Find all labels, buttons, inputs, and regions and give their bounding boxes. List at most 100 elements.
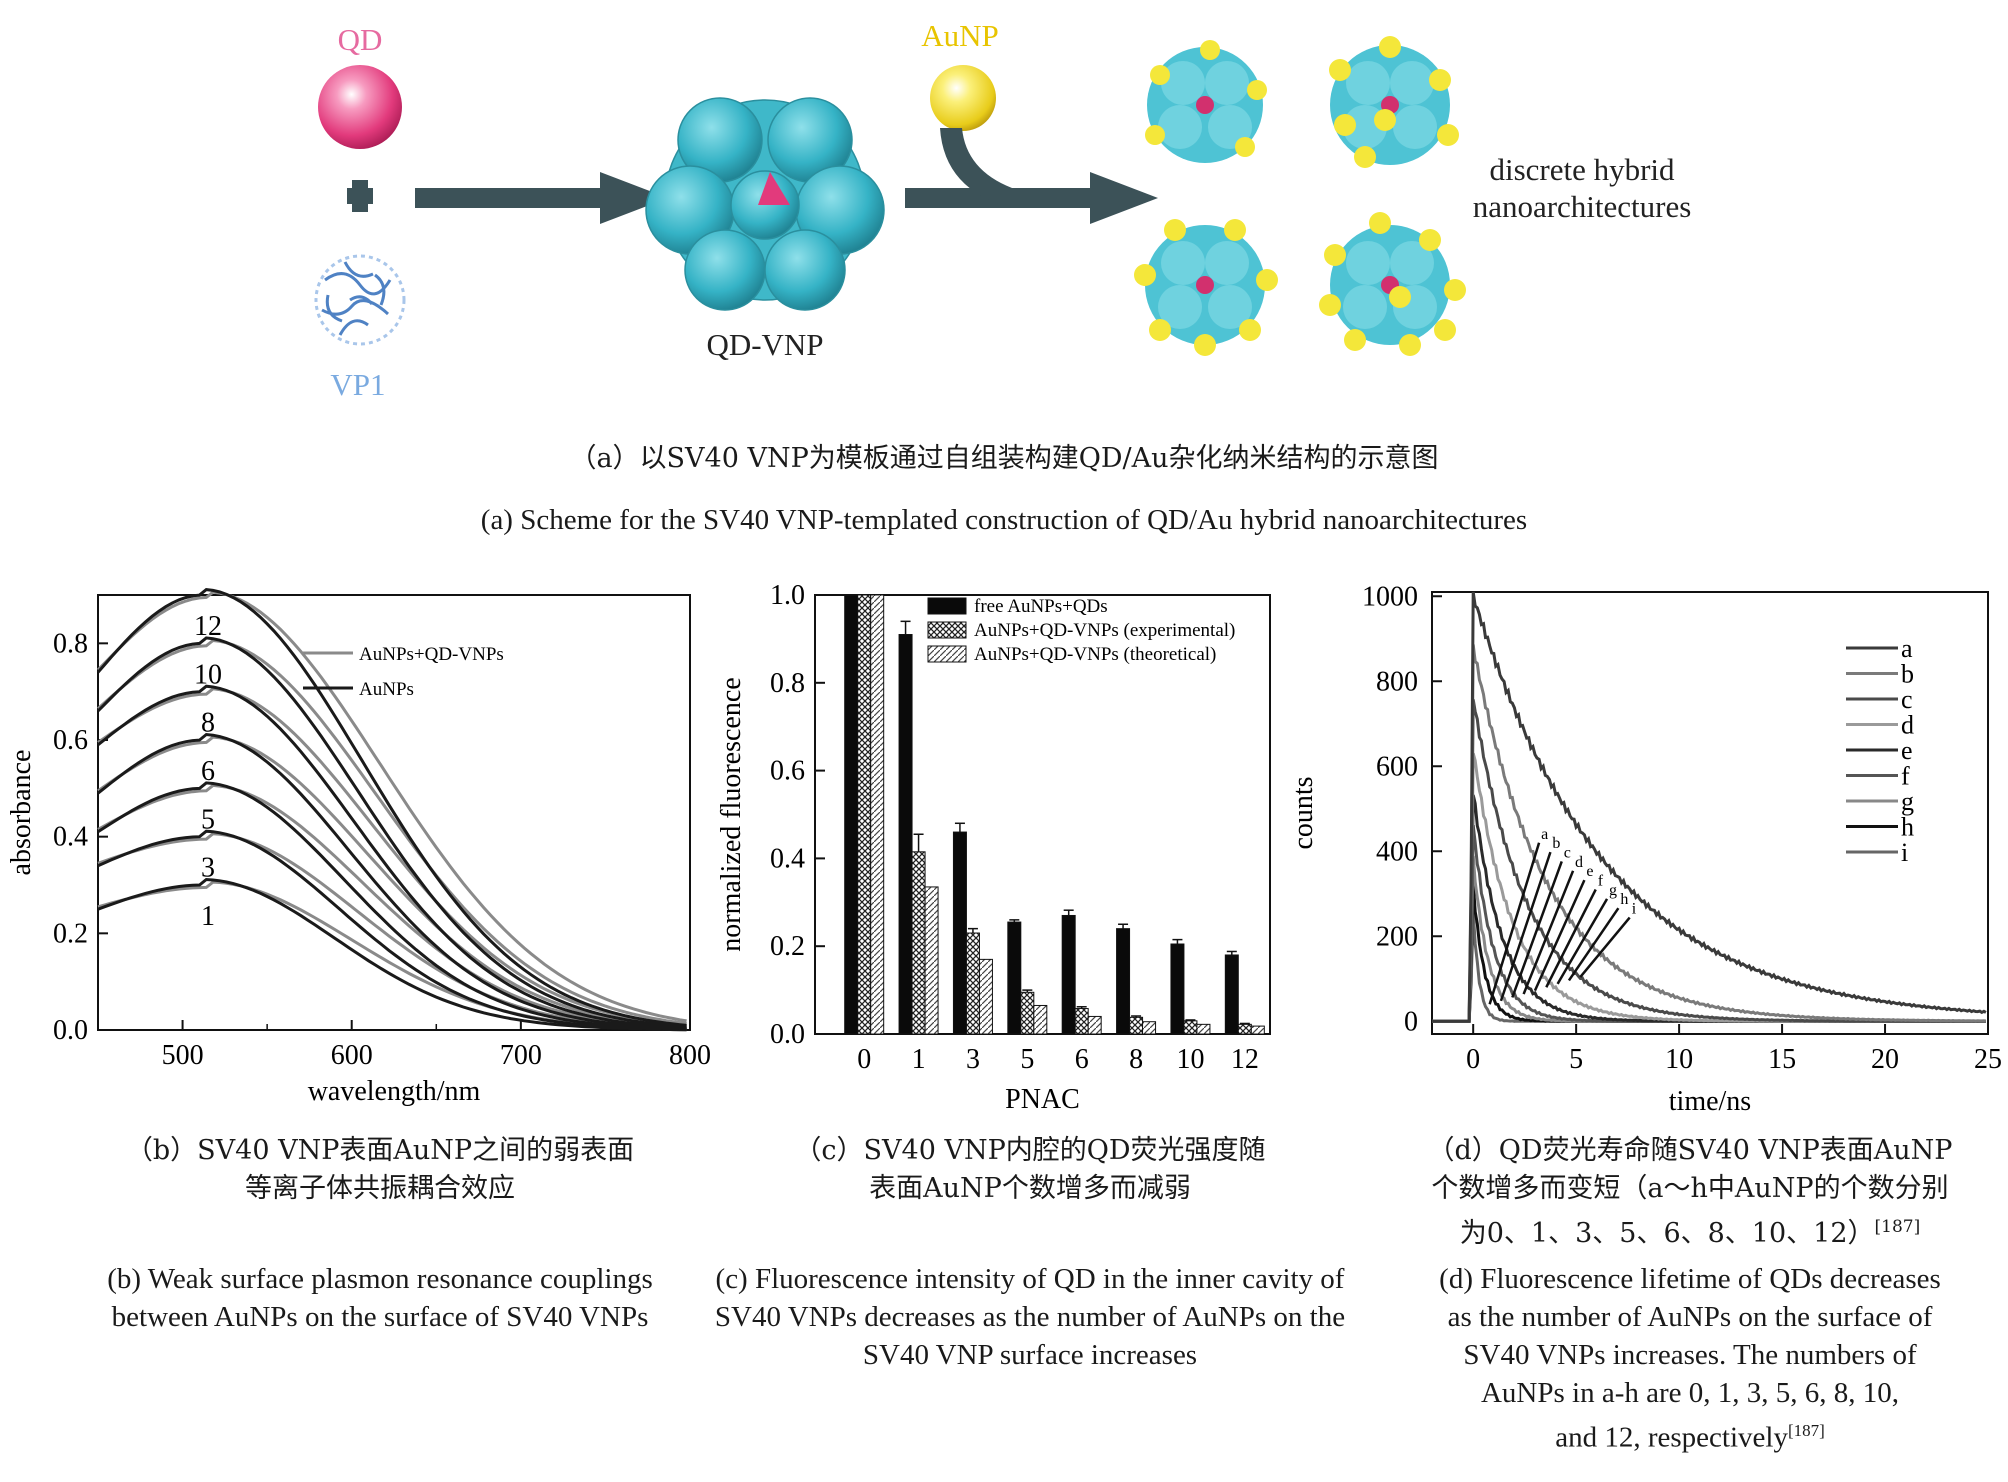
spectrum-curve-aunp	[96, 636, 687, 1029]
bar	[1116, 928, 1131, 1035]
pointer-line	[1499, 851, 1552, 1002]
inline-curve-label: g	[1609, 882, 1617, 899]
bar	[857, 594, 872, 1035]
curve-label: 8	[201, 708, 215, 739]
arrow-icon	[415, 172, 668, 224]
scheme-figure: QD VP1 QD-VNP AuNP	[314, 18, 1692, 402]
spectrum-curve-aunp	[97, 732, 687, 1031]
inline-curve-label: f	[1598, 873, 1604, 890]
y-axis-label: normalized fluorescence	[716, 677, 747, 951]
caption-d-en-line3: SV40 VNPs increases. The numbers of	[1463, 1339, 1917, 1371]
caption-d-en-line4: AuNPs in a-h are 0, 1, 3, 5, 6, 8, 10,	[1480, 1377, 1900, 1409]
bar	[870, 594, 885, 1035]
decay-curve	[1432, 881, 1986, 1023]
curve-label: 3	[201, 853, 215, 884]
inline-curve-label: a	[1541, 826, 1548, 843]
x-axis-label: wavelength/nm	[308, 1076, 481, 1107]
inline-curve-label: b	[1552, 835, 1560, 852]
y-tick-label: 800	[1376, 666, 1418, 697]
spectrum-curve-qdvnp	[97, 832, 687, 1031]
caption-b-zh-line1: （b）SV40 VNP表面AuNP之间的弱表面	[125, 1135, 635, 1166]
caption-d-zh: （d）QD荧光寿命随SV40 VNP表面AuNP 个数增多而变短（a～h中AuN…	[1380, 1132, 2000, 1253]
discrete-label-2: nanoarchitectures	[1473, 189, 1692, 224]
spectrum-curve-aunp	[97, 684, 687, 1030]
y-tick-label: 600	[1376, 751, 1418, 782]
caption-d-en-line2: as the number of AuNPs on the surface of	[1447, 1301, 1933, 1333]
bar	[844, 594, 859, 1035]
bar	[978, 958, 993, 1035]
absorbance-chart: 500 600 700 800 0.0 0.2 0.4 0.6 0.8 wavelength/nm…	[6, 588, 711, 1107]
bar	[1170, 943, 1185, 1035]
legend-label: AuNPs	[359, 679, 414, 700]
inline-curve-label: d	[1575, 854, 1583, 871]
x-tick-label: 5	[1569, 1044, 1583, 1075]
decay-curve	[1432, 591, 1987, 1023]
legend-label: AuNPs+QD-VNPs	[359, 644, 504, 665]
inline-curve-label: i	[1632, 901, 1637, 918]
x-tick-label: 5	[1020, 1044, 1034, 1075]
curve-label: 6	[201, 756, 215, 787]
caption-c-zh: （c）SV40 VNP内腔的QD荧光强度随 表面AuNP个数增多而减弱	[700, 1132, 1360, 1208]
y-tick-label: 0.4	[770, 843, 805, 874]
bar	[898, 634, 913, 1035]
inline-curve-label: c	[1564, 844, 1571, 861]
caption-b-en-line1: (b) Weak surface plasmon resonance coupl…	[107, 1263, 653, 1295]
x-tick-label: 6	[1075, 1044, 1089, 1075]
y-tick-label: 0.8	[53, 628, 88, 659]
plot-frame	[1431, 591, 1989, 1035]
caption-c-zh-line2: 表面AuNP个数增多而减弱	[869, 1173, 1191, 1204]
x-tick-label: 0	[857, 1044, 871, 1075]
x-tick-label: 10	[1665, 1044, 1693, 1075]
qd-label: QD	[338, 22, 383, 57]
x-axis-label: PNAC	[1005, 1084, 1080, 1115]
y-axis-label: absorbance	[6, 750, 37, 876]
inline-curve-label: h	[1620, 891, 1628, 908]
bar	[1033, 1004, 1048, 1035]
y-tick-label: 1.0	[770, 580, 805, 611]
aunp-label: AuNP	[921, 18, 999, 53]
y-tick-label: 0	[1404, 1006, 1418, 1037]
caption-a-zh: （a）以SV40 VNP为模板通过自组装构建QD/Au杂化纳米结构的示意图	[569, 443, 1439, 474]
y-tick-label: 200	[1376, 921, 1418, 952]
caption-d-en-ref: [187]	[1787, 1421, 1825, 1440]
y-tick-label: 0.6	[53, 725, 88, 756]
bar	[1250, 1025, 1265, 1035]
pointer-line	[1567, 907, 1620, 982]
y-tick-label: 0.2	[770, 931, 805, 962]
legend-label: AuNPs+QD-VNPs (experimental)	[974, 620, 1235, 641]
x-tick-label: 12	[1231, 1044, 1259, 1075]
legend-swatch	[927, 621, 967, 639]
bar	[1129, 1016, 1144, 1035]
bar	[1007, 921, 1022, 1035]
caption-b-zh: （b）SV40 VNP表面AuNP之间的弱表面 等离子体共振耦合效应	[40, 1132, 720, 1208]
spectrum-curve-aunp	[96, 588, 687, 1027]
vp1-label: VP1	[330, 367, 385, 402]
y-tick-label: 1000	[1362, 581, 1418, 612]
caption-d-en: (d) Fluorescence lifetime of QDs decreas…	[1380, 1260, 2000, 1457]
x-tick-label: 600	[331, 1040, 373, 1071]
pointer-line	[1579, 916, 1631, 978]
arrow-icon	[905, 128, 1158, 224]
x-tick-label: 8	[1129, 1044, 1143, 1075]
y-tick-label: 400	[1376, 836, 1418, 867]
legend-label: i	[1901, 838, 1908, 867]
y-tick-label: 0.6	[770, 756, 805, 787]
spectrum-curve-qdvnp	[97, 687, 687, 1027]
x-tick-label: 1	[912, 1044, 926, 1075]
caption-b-en: (b) Weak surface plasmon resonance coupl…	[40, 1260, 720, 1336]
legend-label: b	[1901, 660, 1914, 689]
x-tick-label: 3	[966, 1044, 980, 1075]
pointer-line	[1533, 879, 1586, 992]
plot-frame	[97, 594, 691, 1031]
bar	[1196, 1023, 1211, 1035]
bar	[1224, 954, 1239, 1035]
spectrum-curve-qdvnp	[96, 590, 687, 1023]
y-tick-label: 0.0	[53, 1015, 88, 1046]
spectrum-curve-aunp	[97, 781, 687, 1031]
x-axis-label: time/ns	[1669, 1086, 1751, 1117]
caption-b-en-line2: between AuNPs on the surface of SV40 VNP…	[111, 1301, 649, 1333]
fluorescence-bar-chart: 0.0 0.2 0.4 0.6 0.8 1.0 0 1 3 5 6 8 10 12 PNAC normaliz…	[716, 580, 1271, 1115]
decay-curve	[1432, 644, 1987, 1023]
gold-nanoparticle-sphere	[930, 65, 996, 131]
legend-label: e	[1901, 736, 1913, 765]
